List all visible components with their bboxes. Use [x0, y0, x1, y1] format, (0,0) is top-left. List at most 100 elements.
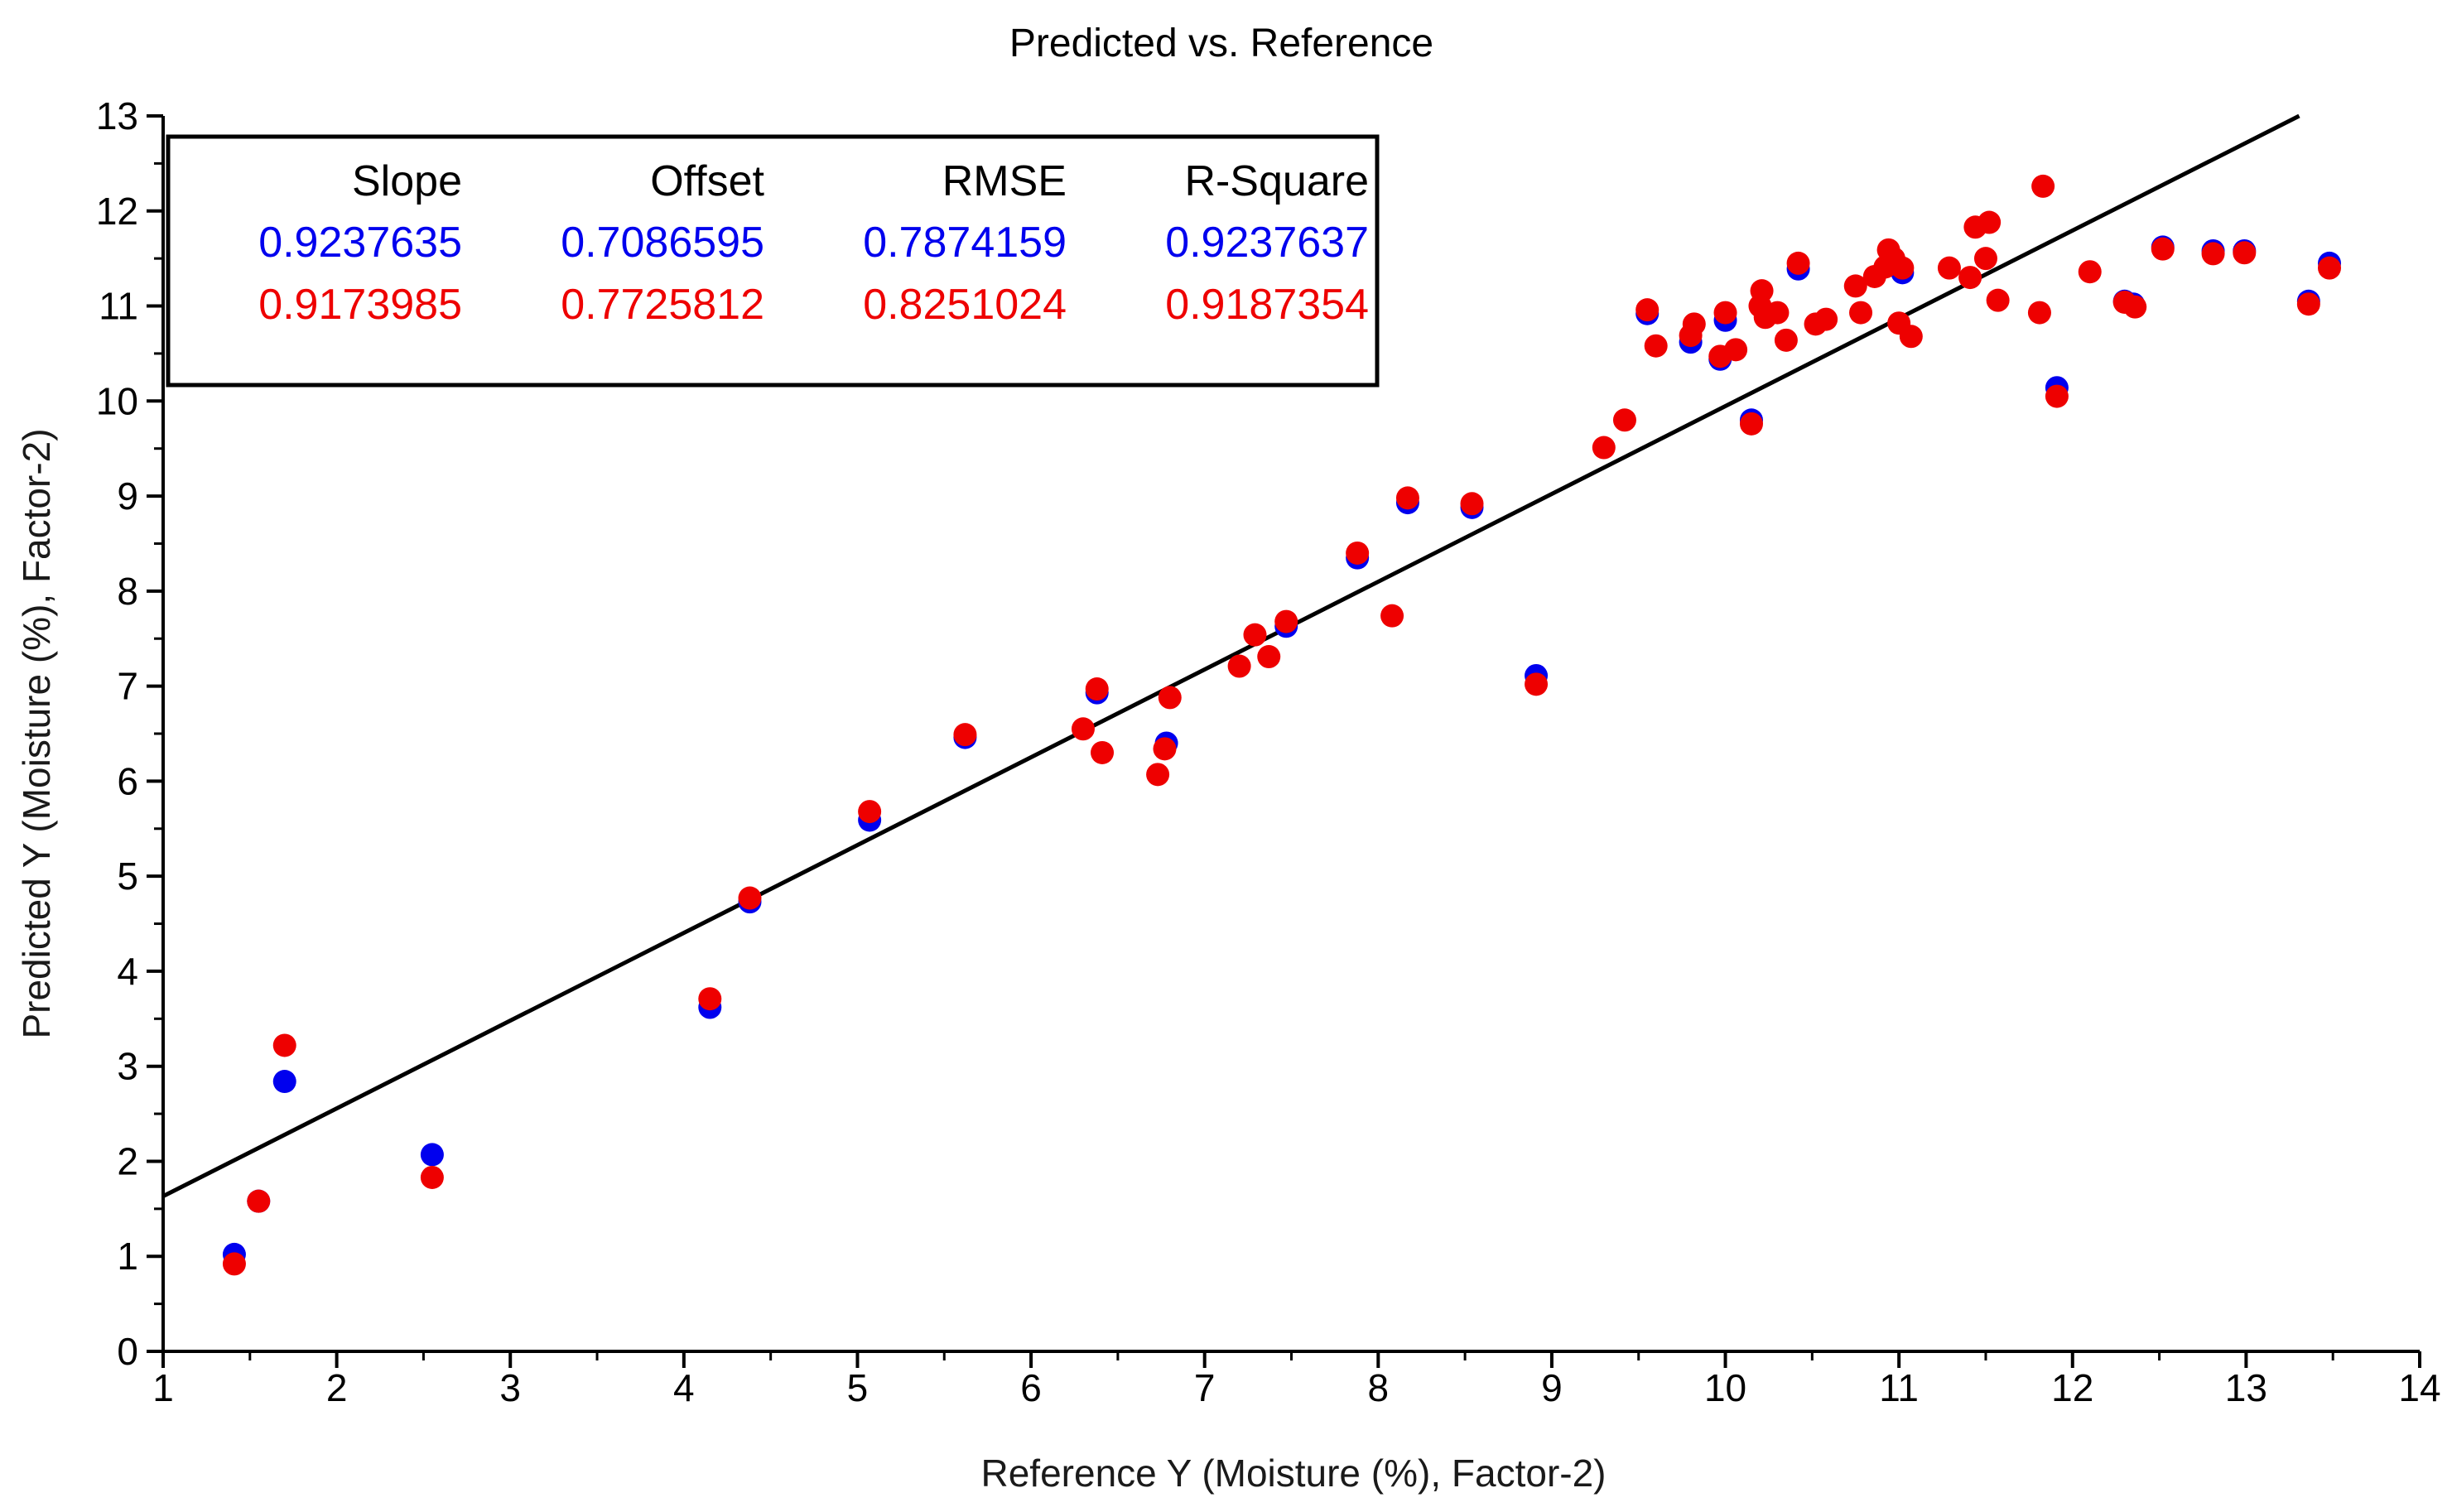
y-tick-label: 5	[117, 855, 138, 898]
stats-value: 0.9237635	[258, 219, 462, 267]
data-point	[1227, 654, 1251, 678]
data-point	[1158, 686, 1182, 710]
data-point	[1750, 279, 1774, 303]
stats-value: 0.7725812	[561, 281, 764, 329]
data-point	[1257, 645, 1281, 669]
data-point	[698, 987, 722, 1011]
data-point	[1644, 334, 1668, 358]
data-point	[2123, 295, 2147, 319]
data-point	[1973, 247, 1997, 271]
regression-line-layer	[161, 113, 2300, 1198]
data-point	[1085, 677, 1109, 701]
data-point	[1986, 288, 2010, 312]
stats-header: Slope	[352, 157, 462, 205]
data-point	[2318, 256, 2341, 280]
data-point	[1814, 307, 1838, 331]
stats-value: 0.7086595	[561, 219, 764, 267]
data-point	[1071, 717, 1095, 741]
data-point	[2233, 241, 2257, 265]
data-point	[1395, 486, 1419, 510]
data-point	[1766, 301, 1790, 325]
stats-table: Slope Offset RMSE R-Square 0.9237635 0.708659…	[166, 134, 1380, 388]
x-tick-label: 14	[2398, 1366, 2440, 1409]
data-point	[1958, 266, 1982, 290]
stats-header: RMSE	[942, 157, 1067, 205]
data-point	[1682, 312, 1706, 336]
data-point	[420, 1143, 444, 1167]
y-tick-label: 6	[117, 759, 138, 802]
data-point	[1849, 301, 1873, 325]
data-point	[2201, 242, 2225, 266]
x-tick-label: 5	[847, 1366, 869, 1409]
y-tick-label: 7	[117, 665, 138, 708]
x-tick-label: 10	[1704, 1366, 1746, 1409]
x-tick-label: 6	[1020, 1366, 1042, 1409]
data-point	[1525, 672, 1549, 696]
y-tick-label: 4	[117, 950, 138, 993]
data-point	[1592, 436, 1616, 460]
data-point	[1786, 251, 1810, 275]
chart-title: Predicted vs. Reference	[1009, 22, 1433, 65]
stats-value: 0.9187354	[1165, 281, 1369, 329]
data-point	[1713, 301, 1737, 325]
y-tick-label: 1	[117, 1235, 138, 1278]
y-tick-label: 8	[117, 570, 138, 613]
data-point	[1843, 274, 1867, 298]
data-point	[1380, 604, 1404, 628]
data-point	[1460, 492, 1484, 516]
y-tick-label: 2	[117, 1139, 138, 1182]
x-tick-label: 2	[326, 1366, 348, 1409]
x-tick-label: 3	[499, 1366, 521, 1409]
data-point	[1977, 210, 2002, 234]
data-point	[2296, 292, 2320, 316]
y-tick-label: 12	[96, 190, 138, 233]
x-tick-label: 13	[2225, 1366, 2267, 1409]
y-tick-label: 10	[96, 379, 138, 422]
stats-header: R-Square	[1184, 157, 1369, 205]
data-point	[2027, 301, 2051, 325]
data-point	[2151, 237, 2175, 261]
series-calibration	[222, 235, 2341, 1266]
data-point	[2031, 174, 2055, 198]
data-point	[272, 1070, 296, 1094]
x-axis-label: Reference Y (Moisture (%), Factor-2)	[981, 1452, 1607, 1495]
y-tick-label: 13	[96, 94, 138, 137]
data-point	[738, 886, 762, 910]
stats-value: 0.7874159	[863, 219, 1067, 267]
y-tick-label: 11	[99, 285, 138, 328]
data-point	[1612, 408, 1636, 432]
y-tick-label: 3	[117, 1045, 138, 1088]
data-point	[1635, 298, 1660, 322]
x-tick-label: 1	[152, 1366, 174, 1409]
data-point	[1274, 609, 1298, 633]
data-point	[858, 800, 882, 824]
data-point	[1724, 338, 1748, 362]
points-layer	[222, 174, 2341, 1276]
data-point	[1774, 328, 1798, 352]
stats-value: 0.9237637	[1165, 219, 1369, 267]
x-tick-label: 11	[1879, 1366, 1919, 1409]
data-point	[247, 1189, 271, 1213]
data-point	[2078, 260, 2102, 284]
stats-table-border	[166, 134, 1380, 388]
x-tick-label: 12	[2051, 1366, 2093, 1409]
data-point	[1937, 256, 1961, 280]
data-point	[1153, 737, 1177, 761]
data-point	[1091, 740, 1115, 764]
data-point	[1899, 325, 1923, 349]
data-point	[1891, 256, 1915, 280]
x-tick-label: 7	[1194, 1366, 1216, 1409]
stats-value: 0.8251024	[863, 281, 1067, 329]
data-point	[1739, 412, 1763, 436]
y-tick-label: 9	[117, 474, 138, 518]
stats-value: 0.9173985	[258, 281, 462, 329]
x-tick-label: 4	[673, 1366, 695, 1409]
stats-header: Offset	[650, 157, 764, 205]
regression-line	[161, 113, 2300, 1198]
data-point	[272, 1033, 296, 1057]
data-point	[222, 1252, 246, 1276]
data-point	[2045, 384, 2069, 408]
y-tick-label: 0	[117, 1330, 138, 1373]
